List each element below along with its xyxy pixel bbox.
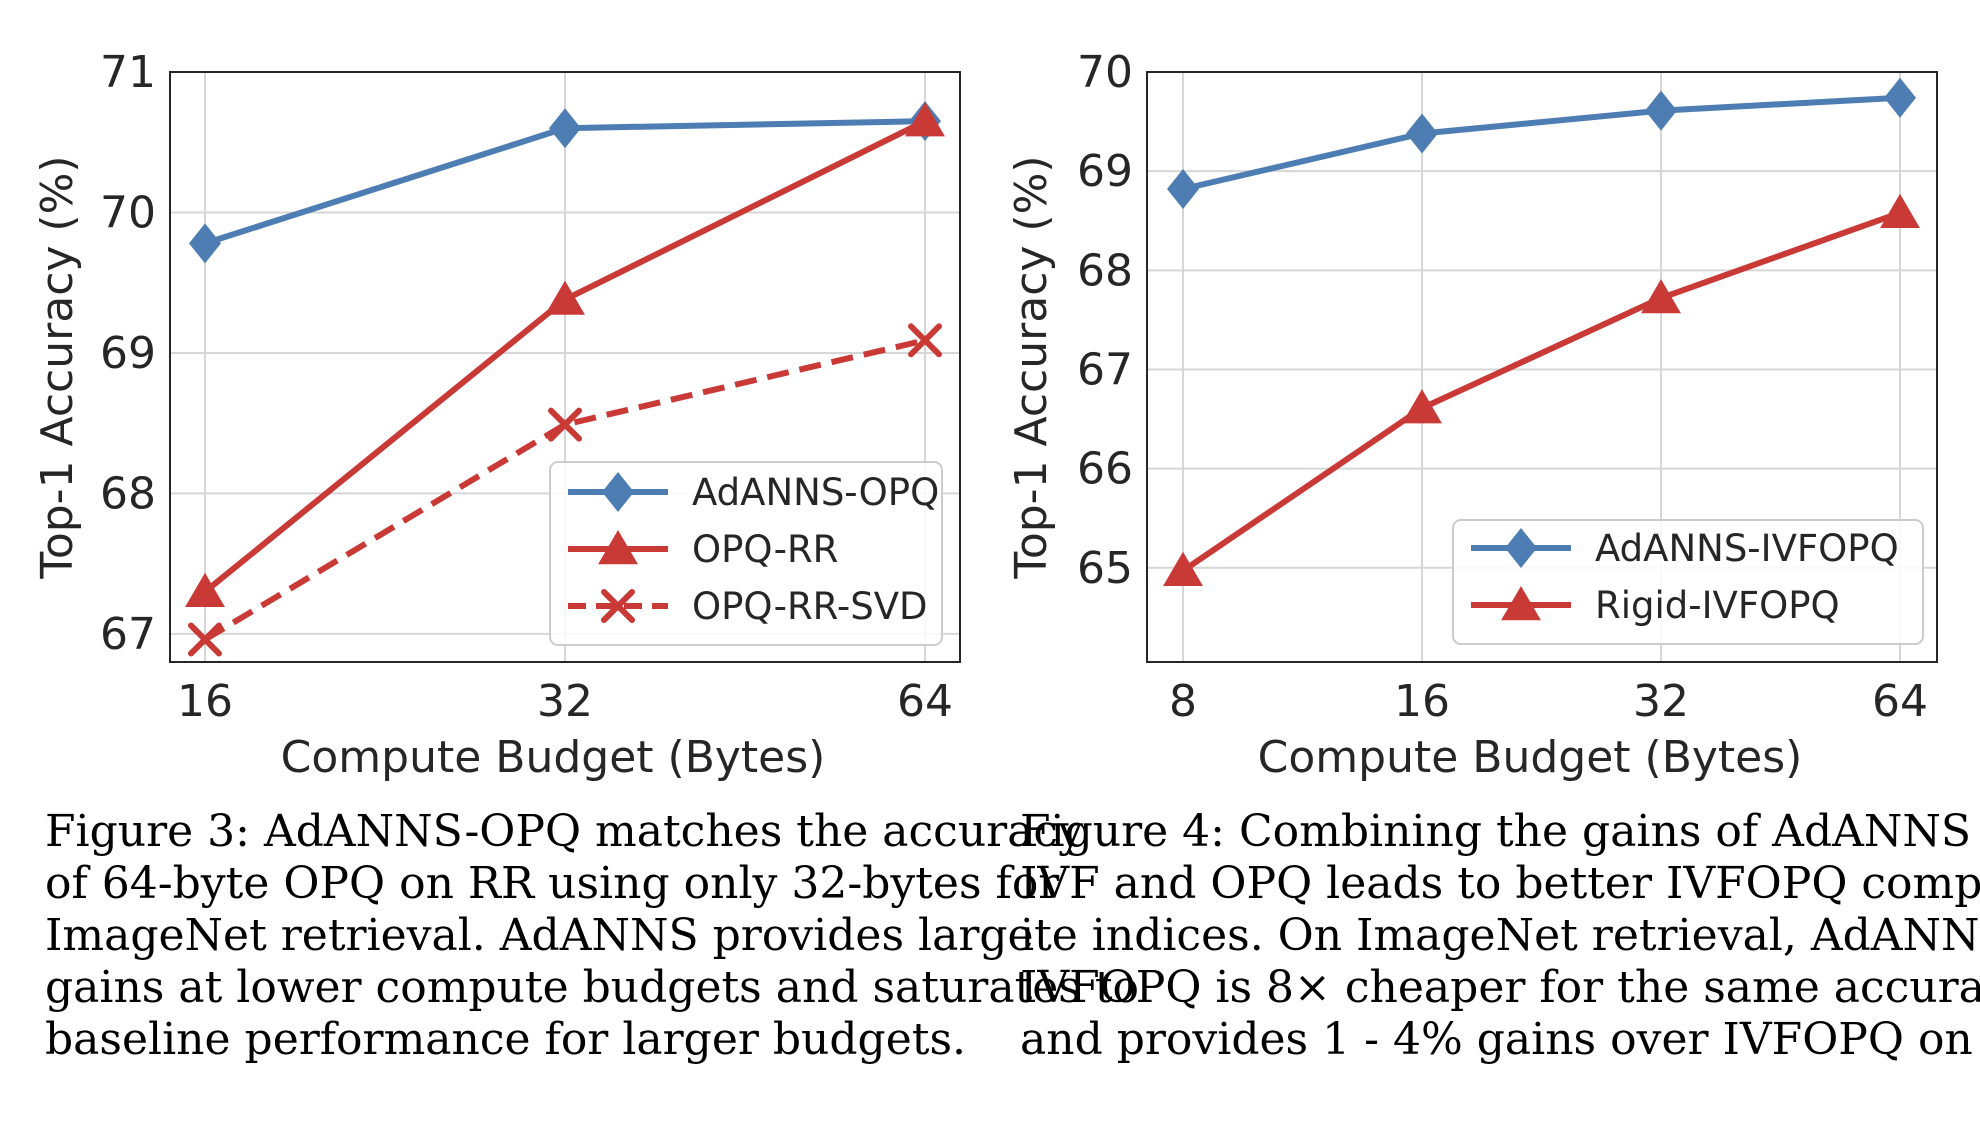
figure-4: 65 66 67 68 69 70 8 16 32 64 Compute Budget (Bytes… <box>990 0 1980 1122</box>
chart-accuracy-vs-budget-ivfopq: 65 66 67 68 69 70 8 16 32 64 Compute Budget (Bytes… <box>990 0 1980 800</box>
x-tick-label: 8 <box>1169 676 1197 727</box>
caption-line: IVFOPQ is 8× cheaper for the same accura… <box>1020 962 1960 1014</box>
y-tick-label: 71 <box>100 47 156 98</box>
legend-label-adanns-ivfopq: AdANNS-IVFOPQ <box>1595 527 1899 570</box>
legend-label-adanns-opq: AdANNS-OPQ <box>692 471 939 514</box>
figure-3-caption: Figure 3: AdANNS-OPQ matches the accurac… <box>45 806 985 1066</box>
legend-label-rigid-ivfopq: Rigid-IVFOPQ <box>1595 584 1840 627</box>
y-tick-label: 69 <box>100 328 156 379</box>
x-tick-label: 64 <box>897 676 953 727</box>
legend-label-opq-rr: OPQ-RR <box>692 528 838 571</box>
y-tick-label: 70 <box>100 187 156 238</box>
caption-line: and provides 1 - 4% gains over IVFOPQ on… <box>1020 1014 1960 1066</box>
x-tick-label: 32 <box>1633 676 1689 727</box>
caption-line: Figure 3: AdANNS-OPQ matches the accurac… <box>45 806 985 858</box>
x-tick-label: 16 <box>177 676 233 727</box>
chart-accuracy-vs-budget-opq: 67 68 69 70 71 16 32 64 Compute Budget (Bytes) To… <box>0 0 990 800</box>
x-tick-label: 16 <box>1394 676 1450 727</box>
y-tick-label: 65 <box>1077 543 1133 594</box>
y-tick-label: 66 <box>1077 444 1133 495</box>
legend-label-opq-rr-svd: OPQ-RR-SVD <box>692 585 928 628</box>
caption-line: Figure 4: Combining the gains of AdANNS … <box>1020 806 1960 858</box>
figure-4-caption: Figure 4: Combining the gains of AdANNS … <box>1020 806 1960 1066</box>
caption-line: of 64-byte OPQ on RR using only 32-bytes… <box>45 858 985 910</box>
y-tick-label: 68 <box>1077 245 1133 296</box>
x-tick-label: 32 <box>537 676 593 727</box>
y-axis-label: Top-1 Accuracy (%) <box>32 155 83 579</box>
y-axis-label: Top-1 Accuracy (%) <box>1006 155 1057 579</box>
y-tick-label: 68 <box>100 468 156 519</box>
y-tick-label: 70 <box>1077 47 1133 98</box>
caption-line: IVF and OPQ leads to better IVFOPQ compo… <box>1020 858 1960 910</box>
y-tick-label: 67 <box>1077 344 1133 395</box>
y-tick-label: 69 <box>1077 146 1133 197</box>
caption-line: gains at lower compute budgets and satur… <box>45 962 985 1014</box>
x-axis-label: Compute Budget (Bytes) <box>281 732 826 783</box>
x-tick-label: 64 <box>1872 676 1928 727</box>
y-tick-label: 67 <box>100 609 156 660</box>
caption-line: ite indices. On ImageNet retrieval, AdAN… <box>1020 910 1960 962</box>
x-axis-label: Compute Budget (Bytes) <box>1258 732 1803 783</box>
caption-line: ImageNet retrieval. AdANNS provides larg… <box>45 910 985 962</box>
figure-3: 67 68 69 70 71 16 32 64 Compute Budget (Bytes) To… <box>0 0 990 1122</box>
caption-line: baseline performance for larger budgets. <box>45 1014 985 1066</box>
